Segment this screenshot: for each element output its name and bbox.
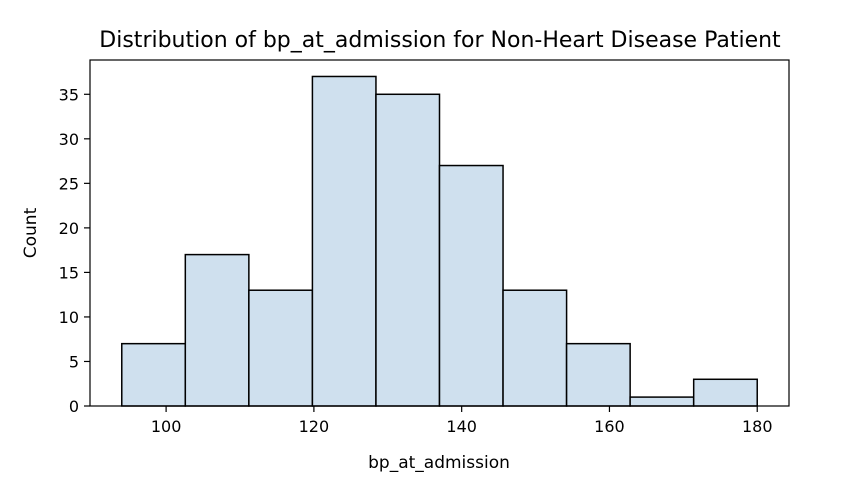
y-tick-label: 20 [59,219,79,238]
x-tick-label: 180 [742,417,773,436]
histogram-bar-5 [375,93,441,407]
x-tick-label: 160 [594,417,625,436]
plot-frame [89,59,790,407]
y-tick-label: 35 [59,85,79,104]
y-tick-label: 15 [59,263,79,282]
histogram-bar-9 [629,396,695,407]
histogram-bar-7 [502,289,568,407]
histogram-bar-10 [692,378,758,407]
x-axis-ticks: 100 120 140 160 180 [151,406,773,436]
histogram-bar-8 [565,342,631,407]
y-tick-label: 25 [59,174,79,193]
y-axis-label: Count [21,207,41,258]
y-tick-label: 0 [69,397,79,416]
bars-group [121,75,758,407]
histogram-bar-4 [311,75,377,407]
y-tick-label: 5 [69,352,79,371]
histogram-bar-1 [121,342,187,407]
histogram-bar-6 [438,164,504,407]
y-axis-ticks: 0 5 10 15 20 25 30 35 [59,85,90,416]
x-tick-label: 140 [446,417,477,436]
y-tick-label: 30 [59,130,79,149]
x-axis-label: bp_at_admission [368,453,510,473]
x-tick-label: 120 [299,417,330,436]
y-tick-label: 10 [59,308,79,327]
histogram-bar-2 [184,253,250,407]
chart-title: Distribution of bp_at_admission for Non-… [99,28,781,53]
histogram-bar-3 [248,289,314,407]
x-tick-label: 100 [151,417,182,436]
